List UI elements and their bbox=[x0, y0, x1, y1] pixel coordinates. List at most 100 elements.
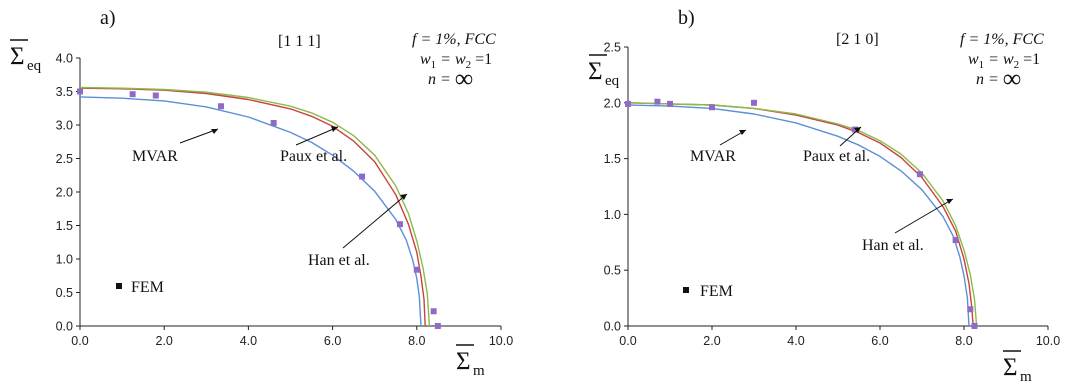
panel-a-mvar-label: MVAR bbox=[132, 148, 178, 165]
panel-b: b) Σ eq Σ m [2 1 0] f = 1%, FCC w1 = w2 … bbox=[588, 7, 1060, 385]
panel-b-han-et-al-curve bbox=[627, 102, 974, 327]
panel-b-han-arrowhead-icon bbox=[946, 199, 953, 204]
panel-b-y-tick-label: 0.0 bbox=[604, 320, 621, 334]
panel-b-xlabel-sub: m bbox=[1020, 369, 1032, 385]
panel-a-y-tick-label: 2.0 bbox=[56, 186, 73, 200]
panel-b-y-tick-label: 1.5 bbox=[604, 152, 621, 166]
panel-a-y-tick-label: 3.0 bbox=[56, 119, 73, 133]
panel-b-x-tick-label: 2.0 bbox=[703, 334, 720, 348]
panel-b-fem-label: FEM bbox=[700, 283, 733, 300]
panel-b-fem-point bbox=[654, 98, 661, 105]
panel-a-fem-point bbox=[359, 173, 366, 180]
panel-a-paux-et-al-curve bbox=[79, 86, 431, 327]
panel-b-fem-point bbox=[625, 100, 631, 107]
panel-a-ylabel-sub: eq bbox=[27, 58, 42, 74]
panel-b-y-tick-label: 1.0 bbox=[604, 208, 621, 222]
panel-b-mvar-label: MVAR bbox=[690, 148, 736, 165]
panel-a-x-tick-label: 8.0 bbox=[408, 334, 425, 348]
panel-b-fem-point bbox=[971, 323, 978, 329]
panel-b-x-tick-label: 0.0 bbox=[619, 334, 636, 348]
panel-b-annotations: MVAR Paux et al. Han et al. FEM bbox=[683, 126, 954, 300]
panel-a-mvar-arrow bbox=[179, 128, 219, 144]
panel-b-x-tick-label: 4.0 bbox=[787, 334, 804, 348]
panel-a-han-label: Han et al. bbox=[308, 252, 370, 269]
panel-a-label: a) bbox=[100, 7, 116, 29]
panel-a-fem-point bbox=[270, 119, 277, 126]
panel-a-fem-point bbox=[396, 221, 403, 228]
panel-a-param-w: w1 = w2 =1 bbox=[420, 51, 492, 71]
panel-b-paux-et-al-curve bbox=[627, 102, 978, 327]
panel-a-ylabel-main: Σ bbox=[10, 43, 25, 70]
panel-b-y-tick-label: 2.5 bbox=[604, 41, 621, 55]
panel-a-xlabel-main: Σ bbox=[456, 348, 471, 375]
panel-a-han-arrowhead-icon bbox=[400, 194, 407, 200]
panel-a-y-tick-label: 1.0 bbox=[56, 253, 73, 267]
panel-a-param-n: n = ∞ bbox=[428, 64, 473, 93]
panel-b-param-f: f = 1%, FCC bbox=[960, 31, 1044, 48]
panel-a-x-tick-label: 0.0 bbox=[71, 334, 88, 348]
panel-a-annotations: MVAR Paux et al. Han et al. FEM bbox=[116, 126, 408, 296]
panel-a-ylabel: Σ eq bbox=[10, 39, 42, 74]
panel-b-xlabel-main: Σ bbox=[1003, 354, 1018, 381]
panel-a-fem-label: FEM bbox=[131, 279, 164, 296]
panel-b-direction: [2 1 0] bbox=[836, 31, 879, 48]
panel-b-fem-point bbox=[967, 306, 974, 313]
panel-a-paux-label: Paux et al. bbox=[280, 148, 347, 165]
panel-b-han-label: Han et al. bbox=[862, 237, 924, 254]
panel-b-ylabel-sub: eq bbox=[605, 73, 620, 89]
panel-a-han-et-al-curve bbox=[79, 87, 426, 327]
panel-b-ylabel-main: Σ bbox=[588, 58, 603, 85]
panel-a: a) Σ eq Σ m [1 1 1] f = 1%, FCC w1 = w2 … bbox=[10, 7, 513, 379]
panel-a-fem-point bbox=[152, 92, 159, 99]
panel-b-label: b) bbox=[678, 7, 695, 29]
panel-b-x-tick-label: 6.0 bbox=[871, 334, 888, 348]
panel-b-y-tick-label: 2.0 bbox=[604, 96, 621, 110]
panel-a-paux-arrowhead-icon bbox=[331, 126, 338, 132]
panel-a-fem-point bbox=[77, 88, 83, 95]
panel-b-param-w: w1 = w2 =1 bbox=[968, 51, 1040, 71]
panel-a-fem-legend-marker bbox=[116, 283, 122, 289]
panel-a-y-tick-label: 0.5 bbox=[56, 286, 73, 300]
panel-b-fem-point bbox=[751, 99, 757, 106]
panel-a-fem-point bbox=[129, 91, 136, 98]
panel-b-paux-arrowhead-icon bbox=[854, 127, 861, 133]
panel-a-xlabel: Σ m bbox=[456, 344, 485, 379]
panel-a-y-tick-label: 1.5 bbox=[56, 219, 73, 233]
panel-a-y-tick-label: 0.0 bbox=[56, 320, 73, 334]
panel-a-fem-point bbox=[430, 308, 437, 315]
panel-b-plot: 0.0 0.5 1.0 1.5 2.0 2.5 0.0 2.0 4.0 6.0 8.0 10.0 bbox=[604, 41, 1061, 349]
panel-b-mvar-arrowhead-icon bbox=[739, 130, 746, 135]
panel-a-params: f = 1%, FCC w1 = w2 =1 n = ∞ bbox=[412, 31, 496, 93]
panel-a-han-arrow bbox=[342, 193, 408, 249]
panel-b-fem-legend-marker bbox=[683, 287, 689, 293]
panel-a-direction: [1 1 1] bbox=[278, 33, 321, 50]
panel-b-mvar-curve bbox=[627, 104, 970, 327]
panel-a-x-tick-label: 2.0 bbox=[156, 334, 173, 348]
panel-b-xlabel: Σ m bbox=[1003, 350, 1032, 385]
panel-b-fem-point bbox=[709, 104, 715, 111]
panel-a-y-tick-label: 3.5 bbox=[56, 85, 73, 99]
panel-b-params: f = 1%, FCC w1 = w2 =1 n = ∞ bbox=[960, 31, 1044, 93]
panel-a-param-f: f = 1%, FCC bbox=[412, 31, 496, 48]
panel-b-han-arrow bbox=[894, 198, 954, 234]
panel-b-x-tick-label: 10.0 bbox=[1036, 334, 1060, 348]
panel-b-param-n: n = ∞ bbox=[976, 64, 1021, 93]
panel-a-y-tick-label: 4.0 bbox=[56, 52, 73, 66]
panel-b-fem-point bbox=[916, 171, 923, 178]
panel-a-xlabel-sub: m bbox=[473, 363, 485, 379]
panel-a-x-tick-label: 10.0 bbox=[489, 334, 513, 348]
panel-a-fem-point bbox=[413, 266, 420, 273]
panel-b-ylabel: Σ eq bbox=[588, 54, 620, 89]
panel-b-fem-point bbox=[952, 237, 959, 244]
panel-a-x-tick-label: 4.0 bbox=[240, 334, 257, 348]
panel-a-paux-arrow bbox=[295, 126, 339, 146]
panel-a-fem-point bbox=[434, 323, 441, 329]
panel-b-paux-label: Paux et al. bbox=[803, 148, 870, 165]
panel-a-y-tick-label: 2.5 bbox=[56, 152, 73, 166]
panel-b-fem-point bbox=[667, 100, 673, 107]
panel-b-fem-point bbox=[851, 126, 858, 133]
panel-a-plot: 0.0 0.5 1.0 1.5 2.0 2.5 3.0 3.5 4.0 0.0 2.0 4.0 6.0 8… bbox=[56, 52, 514, 349]
panel-b-x-tick-label: 8.0 bbox=[955, 334, 972, 348]
panel-a-x-tick-label: 6.0 bbox=[324, 334, 341, 348]
